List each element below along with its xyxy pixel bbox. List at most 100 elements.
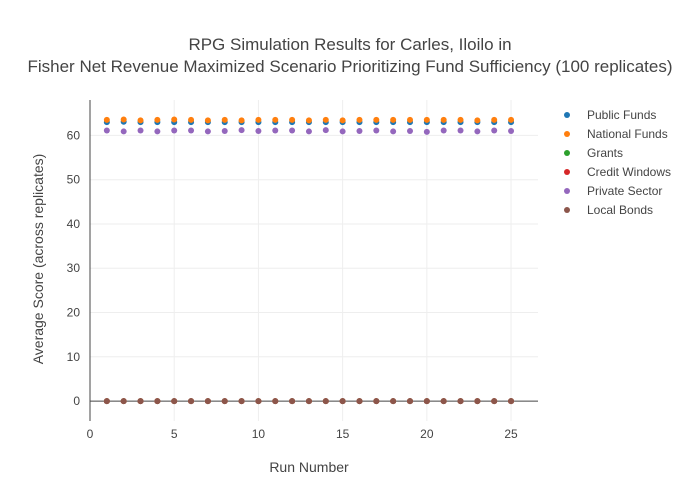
data-point-local-bonds <box>390 398 397 405</box>
legend-label-grants: Grants <box>587 146 623 160</box>
data-point-private-sector <box>457 127 464 134</box>
data-point-private-sector <box>188 127 195 134</box>
chart-title-line-1: RPG Simulation Results for Carles, Iloil… <box>188 35 511 54</box>
data-point-national-funds <box>356 116 363 123</box>
data-point-private-sector <box>204 128 211 135</box>
y-axis-title: Average Score (across replicates) <box>30 154 46 365</box>
x-tick-label: 25 <box>504 427 518 441</box>
y-tick-label: 30 <box>67 261 81 275</box>
data-point-national-funds <box>272 116 279 123</box>
data-point-private-sector <box>289 127 296 134</box>
data-point-local-bonds <box>204 398 211 405</box>
data-point-private-sector <box>154 128 161 135</box>
x-tick-label: 20 <box>420 427 434 441</box>
data-point-national-funds <box>508 116 515 123</box>
data-point-private-sector <box>356 127 363 134</box>
data-point-national-funds <box>440 116 447 123</box>
legend-marker-credit-windows <box>564 169 570 175</box>
data-point-national-funds <box>322 116 329 123</box>
data-point-local-bonds <box>221 398 228 405</box>
legend-label-public-funds: Public Funds <box>587 108 656 122</box>
data-point-national-funds <box>238 117 245 124</box>
x-tick-label: 10 <box>252 427 266 441</box>
data-point-national-funds <box>491 116 498 123</box>
data-point-national-funds <box>289 116 296 123</box>
data-point-local-bonds <box>474 398 481 405</box>
legend[interactable]: Public Funds National Funds Grants Credit W… <box>564 108 671 217</box>
data-point-local-bonds <box>137 398 144 405</box>
tick-labels: 0 10 20 30 40 50 60 0 5 10 15 20 25 <box>67 128 518 441</box>
data-point-national-funds <box>305 117 312 124</box>
legend-label-national-funds: National Funds <box>587 127 668 141</box>
x-tick-label: 0 <box>87 427 94 441</box>
data-point-national-funds <box>423 116 430 123</box>
y-tick-label: 50 <box>67 173 81 187</box>
data-point-private-sector <box>255 127 262 134</box>
data-point-national-funds <box>120 116 127 123</box>
data-point-local-bonds <box>120 398 127 405</box>
data-point-local-bonds <box>188 398 195 405</box>
data-point-local-bonds <box>356 398 363 405</box>
data-point-private-sector <box>221 127 228 134</box>
legend-label-local-bonds: Local Bonds <box>587 203 653 217</box>
data-point-local-bonds <box>423 398 430 405</box>
data-point-private-sector <box>137 127 144 134</box>
data-point-local-bonds <box>255 398 262 405</box>
data-point-national-funds <box>390 116 397 123</box>
data-points <box>103 116 515 405</box>
x-tick-label: 5 <box>171 427 178 441</box>
data-point-private-sector <box>339 128 346 135</box>
data-point-private-sector <box>440 127 447 134</box>
legend-marker-local-bonds <box>564 207 570 213</box>
data-point-private-sector <box>390 128 397 135</box>
data-point-local-bonds <box>491 398 498 405</box>
legend-marker-national-funds <box>564 131 570 137</box>
y-tick-label: 10 <box>67 350 81 364</box>
y-tick-label: 60 <box>67 128 81 142</box>
grid-lines <box>90 100 538 421</box>
data-point-national-funds <box>407 116 413 123</box>
data-point-local-bonds <box>154 398 161 405</box>
data-point-private-sector <box>491 127 498 134</box>
x-tick-label: 15 <box>336 427 350 441</box>
data-point-national-funds <box>255 116 262 123</box>
data-point-local-bonds <box>322 398 329 405</box>
data-point-local-bonds <box>339 398 346 405</box>
data-point-national-funds <box>221 116 228 123</box>
data-point-local-bonds <box>373 398 380 405</box>
data-point-private-sector <box>373 127 380 134</box>
data-point-local-bonds <box>238 398 245 405</box>
data-point-private-sector <box>508 127 515 134</box>
data-point-private-sector <box>120 128 127 135</box>
y-tick-label: 20 <box>67 306 81 320</box>
data-point-national-funds <box>188 116 195 123</box>
data-point-private-sector <box>103 127 110 134</box>
data-point-private-sector <box>407 127 413 134</box>
data-point-national-funds <box>137 117 144 124</box>
data-point-private-sector <box>474 128 481 135</box>
data-point-local-bonds <box>457 398 464 405</box>
y-tick-label: 0 <box>73 394 80 408</box>
legend-marker-private-sector <box>564 188 570 194</box>
data-point-national-funds <box>103 116 110 123</box>
data-point-national-funds <box>204 117 211 124</box>
data-point-national-funds <box>171 116 178 123</box>
data-point-local-bonds <box>272 398 279 405</box>
legend-marker-public-funds <box>564 112 570 118</box>
legend-marker-grants <box>564 150 570 156</box>
axes <box>89 100 538 421</box>
data-point-local-bonds <box>407 398 413 405</box>
data-point-private-sector <box>305 128 312 135</box>
y-tick-label: 40 <box>67 217 81 231</box>
data-point-national-funds <box>457 116 464 123</box>
data-point-national-funds <box>154 116 161 123</box>
chart-title-line-2: Fisher Net Revenue Maximized Scenario Pr… <box>27 57 672 76</box>
data-point-national-funds <box>339 117 346 124</box>
data-point-local-bonds <box>289 398 296 405</box>
data-point-private-sector <box>423 128 430 135</box>
data-point-national-funds <box>474 117 481 124</box>
data-point-national-funds <box>373 116 380 123</box>
x-axis-title: Run Number <box>269 459 349 475</box>
data-point-local-bonds <box>171 398 178 405</box>
